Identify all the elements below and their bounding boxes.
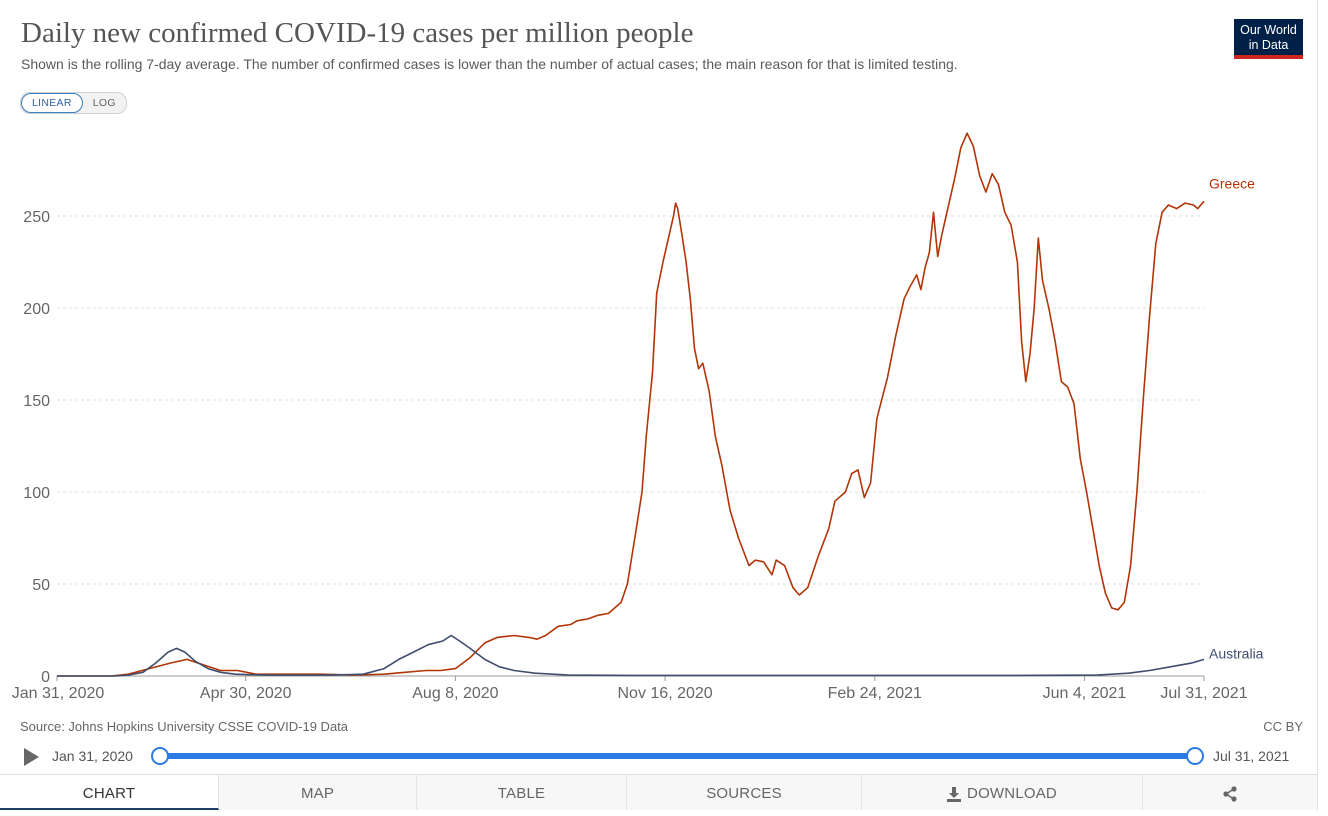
series-label-greece: Greece — [1209, 175, 1255, 191]
chart-subtitle: Shown is the rolling 7-day average. The … — [21, 56, 958, 72]
tab-download[interactable]: DOWNLOAD — [862, 775, 1143, 810]
linear-scale-button[interactable]: LINEAR — [21, 93, 83, 113]
share-icon — [1223, 786, 1237, 802]
x-tick-label-6: Jul 31, 2021 — [1160, 685, 1247, 702]
scale-toggle: LINEAR LOG — [20, 92, 127, 114]
log-scale-button[interactable]: LOG — [92, 97, 116, 109]
owid-logo[interactable]: Our World in Data — [1234, 19, 1303, 59]
y-tick-label-250: 250 — [23, 209, 50, 226]
series-line-australia — [57, 634, 1205, 677]
timeline: Jan 31, 2020 Jul 31, 2021 — [0, 742, 1318, 770]
y-tick-label-0: 0 — [41, 669, 50, 686]
logo-line-2: in Data — [1248, 38, 1289, 52]
tab-table[interactable]: TABLE — [417, 775, 627, 810]
y-tick-label-50: 50 — [32, 577, 50, 594]
x-tick-label-3: Nov 16, 2020 — [618, 685, 713, 702]
x-tick-label-0: Jan 31, 2020 — [12, 685, 105, 702]
logo-line-1: Our World — [1240, 23, 1297, 37]
timeline-start-label: Jan 31, 2020 — [52, 748, 133, 764]
chart-title: Daily new confirmed COVID-19 cases per m… — [21, 17, 694, 49]
tab-chart[interactable]: CHART — [0, 775, 219, 810]
y-tick-label-150: 150 — [23, 393, 50, 410]
x-tick-label-4: Feb 24, 2021 — [828, 685, 922, 702]
tab-sources[interactable]: SOURCES — [627, 775, 862, 810]
play-icon[interactable] — [24, 748, 39, 766]
license-link[interactable]: CC BY — [1263, 719, 1303, 734]
timeline-range-track[interactable] — [159, 753, 1195, 759]
x-tick-label-1: Apr 30, 2020 — [200, 685, 292, 702]
timeline-end-handle[interactable] — [1186, 747, 1204, 765]
series-label-australia: Australia — [1209, 645, 1264, 661]
line-chart: 0 50 100 150 200 250 Jan 31, 2020 Apr 30, 2020 A… — [12, 132, 1264, 702]
download-icon — [947, 786, 962, 802]
series-line-greece — [57, 132, 1205, 677]
tab-map[interactable]: MAP — [219, 775, 417, 810]
tab-download-label: DOWNLOAD — [967, 785, 1057, 802]
source-note: Source: Johns Hopkins University CSSE CO… — [20, 719, 349, 734]
x-tick-label-2: Aug 8, 2020 — [412, 685, 498, 702]
x-tick-label-5: Jun 4, 2021 — [1043, 685, 1127, 702]
y-tick-label-100: 100 — [23, 485, 50, 502]
y-tick-label-200: 200 — [23, 301, 50, 318]
tab-bar: CHART MAP TABLE SOURCES DOWNLOAD — [0, 774, 1318, 810]
timeline-end-label: Jul 31, 2021 — [1213, 748, 1290, 764]
timeline-start-handle[interactable] — [151, 747, 169, 765]
tab-share[interactable] — [1143, 775, 1318, 810]
